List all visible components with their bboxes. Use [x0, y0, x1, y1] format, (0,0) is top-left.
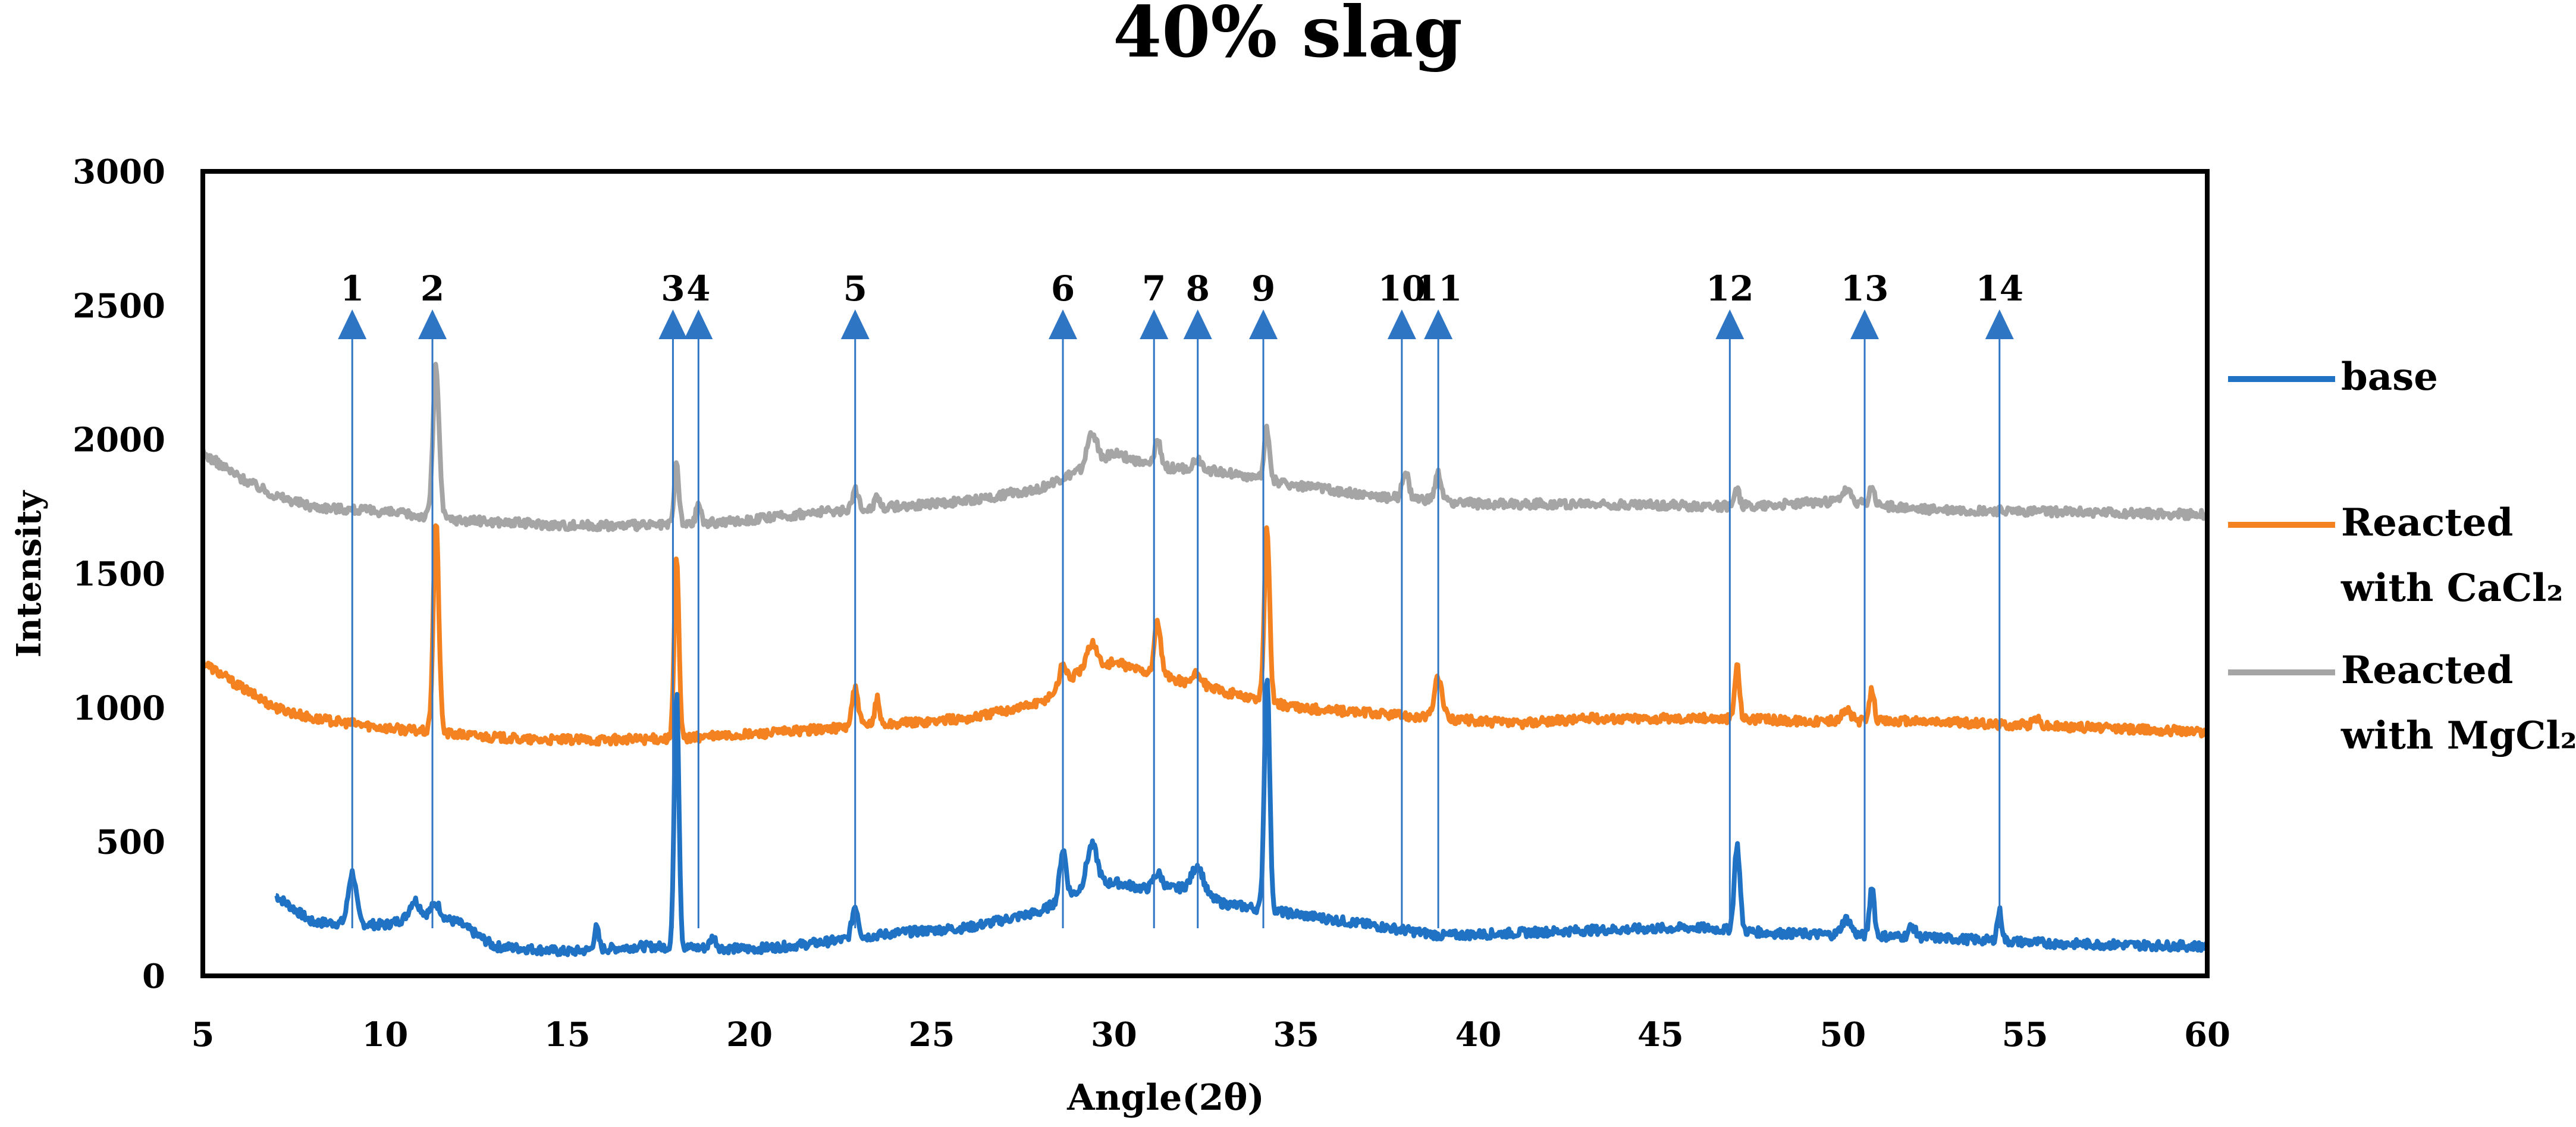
- peak-marker-triangle: [1387, 309, 1416, 339]
- y-tick-label: 0: [142, 957, 165, 996]
- peak-marker-triangle: [684, 309, 713, 339]
- peak-marker-triangle: [1249, 309, 1278, 339]
- series-line-cacl2: [200, 523, 2209, 747]
- legend-label: Reacted: [2341, 500, 2513, 545]
- y-tick-label: 1000: [73, 688, 165, 728]
- peak-marker-label: 8: [1186, 268, 1210, 309]
- x-tick-label: 15: [544, 1015, 591, 1054]
- plot-frame: [200, 169, 2210, 978]
- peak-marker-label: 11: [1414, 268, 1463, 309]
- peak-marker-label: 13: [1841, 268, 1889, 309]
- x-tick-label: 5: [192, 1015, 215, 1054]
- peak-marker-label: 1: [340, 268, 364, 309]
- x-tick-label: 50: [1819, 1015, 1866, 1054]
- legend-label: base: [2341, 355, 2438, 399]
- peak-marker-label: 10: [1378, 268, 1426, 309]
- x-tick-label: 45: [1637, 1015, 1684, 1054]
- x-tick-label: 30: [1091, 1015, 1137, 1054]
- y-tick-label: 3000: [73, 152, 165, 192]
- y-axis-label: Intensity: [10, 490, 49, 658]
- peak-marker-triangle: [658, 309, 688, 339]
- peak-marker-label: 14: [1975, 268, 2023, 309]
- peak-marker-triangle: [1049, 309, 1078, 339]
- peak-marker-triangle: [1985, 309, 2014, 339]
- x-tick-label: 60: [2184, 1015, 2230, 1054]
- series-line-mgcl2: [200, 362, 2210, 533]
- y-tick-label: 2500: [73, 286, 165, 325]
- peak-marker-label: 6: [1051, 268, 1075, 309]
- peak-marker-label: 4: [686, 268, 710, 309]
- legend-label-line2: with CaCl₂: [2340, 566, 2563, 611]
- peak-marker-label: 12: [1706, 268, 1754, 309]
- peak-marker-triangle: [1424, 309, 1453, 339]
- peak-marker-label: 2: [421, 268, 444, 309]
- y-tick-label: 500: [96, 823, 165, 862]
- peak-marker-label: 7: [1142, 268, 1166, 309]
- peak-marker-triangle: [1140, 309, 1169, 339]
- y-tick-label: 1500: [73, 555, 165, 594]
- legend: base Reacted with CaCl₂ Reacted with MgCl₂: [2228, 355, 2576, 758]
- peak-marker-triangle: [418, 309, 447, 339]
- legend-label: Reacted: [2341, 648, 2513, 693]
- peak-marker-triangle: [1183, 309, 1212, 339]
- peak-marker-triangle: [338, 309, 367, 339]
- peak-marker-label: 5: [843, 268, 867, 309]
- peak-marker-label: 9: [1251, 268, 1275, 309]
- y-tick-label: 2000: [73, 421, 165, 460]
- x-tick-label: 10: [362, 1015, 408, 1054]
- x-tick-label: 35: [1273, 1015, 1319, 1054]
- tick-label-layer: 5 10 15 20 25 30 35 40 45 50 55 6005001000150020002…: [73, 152, 2230, 1054]
- legend-label-line2: with MgCl₂: [2340, 713, 2576, 758]
- series-line-base: [274, 678, 2209, 957]
- peak-marker-label: 3: [661, 268, 685, 309]
- x-axis-label: Angle(2θ): [1066, 1077, 1265, 1119]
- x-tick-label: 40: [1455, 1015, 1502, 1054]
- peak-marker-triangle: [840, 309, 870, 339]
- chart-title: 40% slag: [1113, 0, 1463, 73]
- x-tick-label: 20: [726, 1015, 773, 1054]
- peak-marker-triangle: [1850, 309, 1880, 339]
- series-layer: [200, 362, 2210, 957]
- x-tick-label: 25: [908, 1015, 955, 1054]
- peak-marker-triangle: [1715, 309, 1744, 339]
- x-tick-label: 55: [2002, 1015, 2048, 1054]
